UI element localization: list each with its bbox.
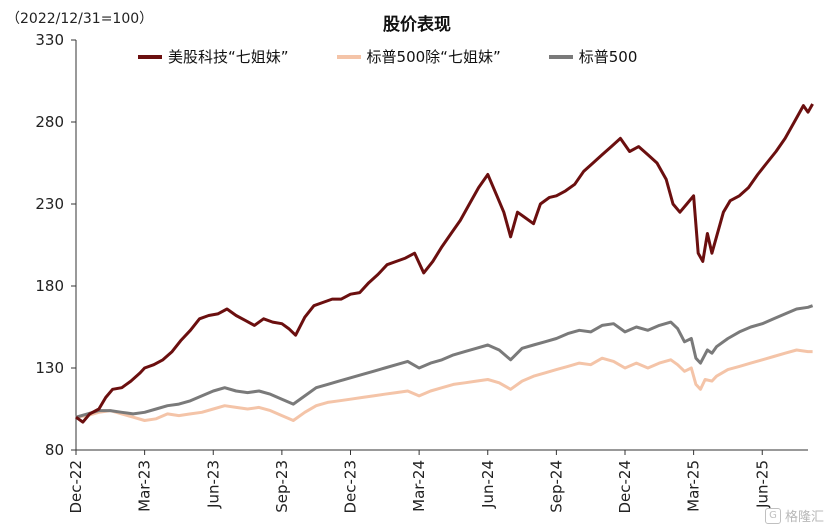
- chart-title: 股价表现: [383, 15, 451, 35]
- series-line-sp500: [75, 304, 814, 419]
- y-tick-label: 130: [35, 359, 64, 377]
- legend: 美股科技“七姐妹” 标普500除“七姐妹” 标普500: [138, 46, 637, 67]
- legend-label-sp500: 标普500: [578, 48, 638, 66]
- legend-item-sp500-ex-seven: 标普500除“七姐妹”: [336, 46, 501, 67]
- y-tick-label: 280: [35, 113, 64, 131]
- legend-swatch-magnificent-seven: [138, 54, 162, 59]
- series-line-sp500-ex-seven: [75, 348, 813, 422]
- legend-swatch-sp500-ex-seven: [336, 54, 361, 59]
- legend-swatch-sp500: [548, 54, 573, 59]
- x-tick-label: Mar-23: [136, 460, 154, 512]
- y-tick-label: 230: [35, 195, 64, 213]
- legend-label-magnificent-seven: 美股科技“七姐妹”: [168, 48, 289, 66]
- x-tick-label: Jun-25: [753, 460, 771, 509]
- watermark-text: 格隆汇: [784, 510, 824, 525]
- legend-item-sp500: 标普500: [548, 46, 638, 67]
- watermark-icon: G: [764, 507, 781, 524]
- x-tick-label: Jun-24: [479, 460, 497, 509]
- y-tick-label: 180: [35, 277, 64, 295]
- x-tick-label: Mar-25: [685, 460, 703, 512]
- x-tick-label: Dec-22: [67, 460, 85, 514]
- y-tick-label: 80: [45, 441, 64, 459]
- x-tick-label: Jun-23: [204, 460, 222, 509]
- x-tick-label: Sep-24: [547, 460, 565, 513]
- y-axis-unit-label: （2022/12/31=100）: [6, 11, 154, 27]
- series-line-magnificent-seven: [75, 103, 814, 424]
- x-tick-label: Dec-24: [616, 460, 634, 514]
- legend-item-magnificent-seven: 美股科技“七姐妹”: [138, 46, 289, 67]
- x-tick-label: Dec-23: [342, 460, 360, 514]
- x-tick-label: Mar-24: [410, 460, 428, 512]
- legend-label-sp500-ex-seven: 标普500除“七姐妹”: [366, 48, 501, 66]
- y-tick-label: 330: [35, 31, 64, 49]
- watermark-logo: G 格隆汇: [764, 506, 824, 525]
- x-tick-label: Sep-23: [273, 460, 291, 513]
